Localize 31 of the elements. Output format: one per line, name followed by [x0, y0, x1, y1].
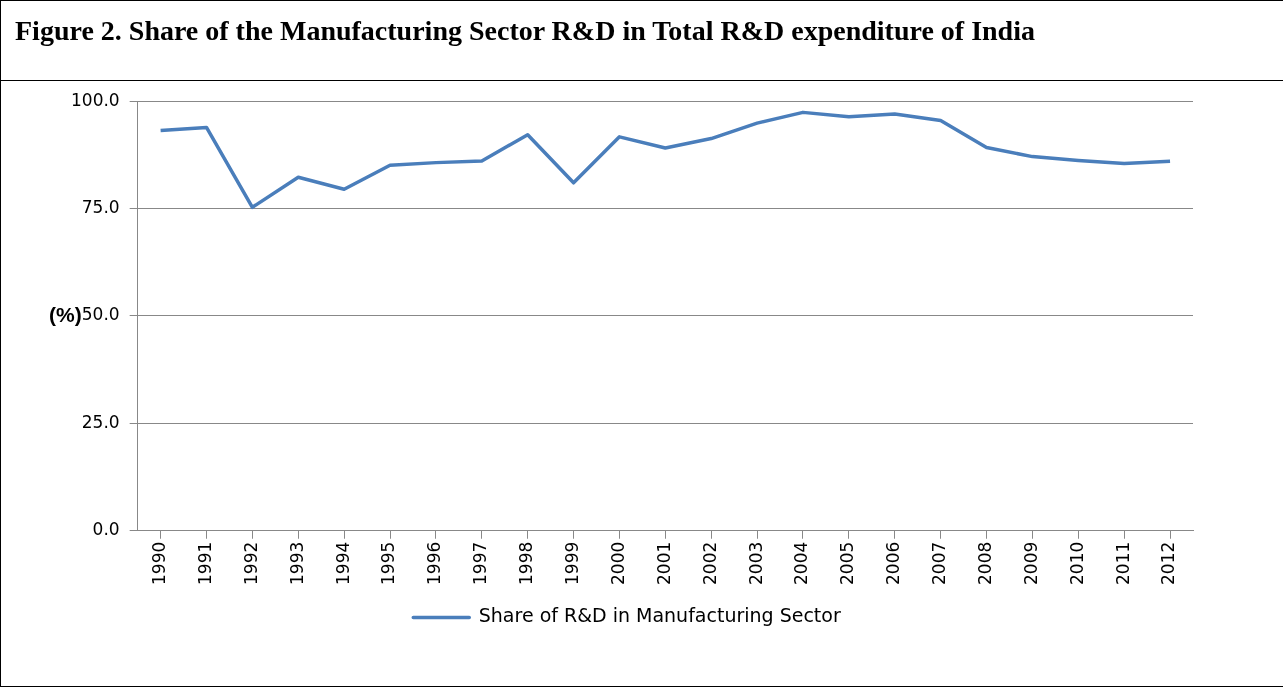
y-tick-label: 75.0 [81, 197, 120, 218]
x-tick-label: 1994 [332, 541, 353, 585]
x-tick-label: 1990 [149, 541, 170, 585]
x-tick-label: 2001 [653, 541, 674, 585]
x-tick-label: 1998 [516, 541, 537, 585]
x-tick-label: 2004 [791, 541, 812, 585]
x-tick-label: 2006 [883, 541, 904, 585]
x-tick-label: 2005 [837, 541, 858, 585]
x-tick-label: 2003 [745, 541, 766, 585]
legend-label: Share of R&D in Manufacturing Sector [478, 604, 841, 627]
x-tick-label: 1992 [240, 541, 261, 585]
y-tick-label: 100.0 [71, 89, 120, 110]
x-tick-label: 2012 [1158, 541, 1179, 585]
y-tick-label: 50.0 [81, 304, 120, 325]
x-tick-label: 1999 [561, 541, 582, 585]
x-tick-label: 2009 [1020, 541, 1041, 585]
x-tick-label: 1996 [424, 541, 445, 585]
x-tick-label: 1993 [286, 541, 307, 585]
x-tick-label: 2007 [929, 541, 950, 585]
x-tick-label: 2002 [699, 541, 720, 585]
x-tick-label: 2008 [974, 541, 995, 585]
x-tick-label: 1991 [194, 541, 215, 585]
chart-title: Figure 2. Share of the Manufacturing Sector R&D in Total R&D expenditure of India [1, 1, 1283, 81]
x-tick-label: 1997 [470, 541, 491, 585]
x-tick-label: 1995 [378, 541, 399, 585]
x-tick-label: 2010 [1066, 541, 1087, 585]
x-tick-label: 2000 [607, 541, 628, 585]
y-axis-title: (%) [49, 302, 82, 326]
x-tick-label: 2011 [1112, 541, 1133, 585]
y-tick-label: 0.0 [92, 519, 120, 540]
y-tick-label: 25.0 [81, 411, 120, 432]
